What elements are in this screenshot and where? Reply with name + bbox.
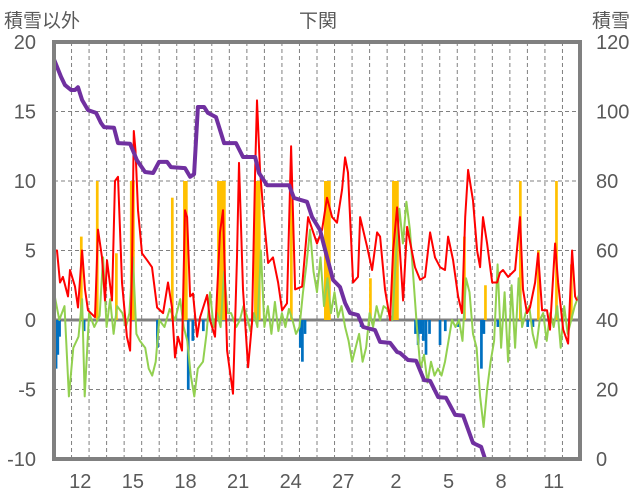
plot-border: [52, 40, 582, 461]
left-axis-title: 積雪以外: [4, 10, 80, 32]
chart-title: 下関: [299, 10, 337, 32]
left-y-tick-label: -5: [18, 380, 36, 402]
blue-bar: [419, 320, 423, 334]
orange-bar: [170, 197, 174, 320]
left-y-tick-label: 5: [25, 241, 36, 263]
orange-bar: [220, 181, 224, 320]
orange-bar: [328, 181, 331, 320]
blue-bar: [58, 320, 61, 337]
right-y-tick-label: 80: [596, 171, 618, 193]
blue-bar: [82, 320, 86, 332]
left-y-tick-label: 10: [14, 171, 36, 193]
right-y-tick-label: 0: [596, 449, 607, 471]
lines: [52, 58, 581, 461]
red-line: [54, 99, 578, 395]
orange-bar: [132, 181, 135, 320]
purple-line-snow-depth: [52, 58, 580, 461]
right-y-tick-label: 120: [596, 32, 629, 54]
blue-bar: [201, 320, 205, 332]
right-y-tick-label: 100: [596, 102, 629, 124]
x-tick-label: 15: [122, 471, 144, 493]
x-tick-label: 8: [496, 471, 507, 493]
blue-bar: [428, 320, 431, 334]
blue-bar: [526, 320, 530, 327]
green-line: [53, 200, 581, 428]
orange-bar: [396, 181, 399, 320]
orange-bar: [218, 181, 222, 320]
blue-bar: [414, 320, 417, 334]
orange-bar: [570, 264, 573, 320]
blue-bar: [480, 320, 483, 369]
orange-bar: [254, 181, 257, 320]
blue-bar: [496, 320, 500, 327]
blue-bar: [424, 320, 428, 355]
orange-bar: [79, 236, 83, 320]
orange-bar: [463, 236, 466, 320]
blue-bar: [422, 320, 425, 341]
blue-bar: [438, 320, 442, 346]
left-y-tick-label: -10: [7, 449, 36, 471]
x-tick-label: 2: [390, 471, 401, 493]
orange-bar: [289, 181, 293, 320]
x-tick-label: 24: [280, 471, 302, 493]
gridlines: [54, 42, 580, 459]
orange-bar: [537, 250, 540, 320]
blue-bar: [457, 320, 460, 327]
blue-bar: [298, 320, 302, 348]
blue-bar: [443, 320, 447, 332]
orange-bar: [257, 181, 261, 320]
left-y-tick-label: 20: [14, 32, 36, 54]
orange-bar: [518, 181, 522, 320]
orange-bar: [184, 181, 188, 320]
left-y-tick-label: 15: [14, 102, 36, 124]
orange-bar: [393, 181, 397, 320]
x-tick-label: 27: [332, 471, 354, 493]
x-tick-label: 18: [174, 471, 196, 493]
x-tick-label: 12: [69, 471, 91, 493]
plot-frame: [52, 40, 582, 461]
tick-labels: 20 15 10 5 0 -5 -10 120 100 80 60 40 20 0 12 15 18 21 24 27…: [7, 32, 629, 493]
blue-bar: [191, 320, 195, 341]
x-tick-label: 21: [227, 471, 249, 493]
right-y-tick-label: 20: [596, 380, 618, 402]
orange-bar: [255, 181, 259, 320]
orange-bar: [115, 253, 118, 320]
blue-bar: [54, 320, 58, 369]
x-tick-label: 11: [543, 471, 564, 493]
orange-bar: [484, 285, 487, 320]
blue-bar: [56, 320, 60, 355]
orange-bar: [369, 278, 372, 320]
right-y-tick-label: 40: [596, 310, 618, 332]
x-tick-label: 5: [443, 471, 454, 493]
right-y-tick-label: 60: [596, 241, 618, 263]
blue-bar: [482, 320, 486, 334]
blue-bar: [531, 320, 535, 327]
right-axis-title: 積雪: [592, 10, 630, 32]
blue-bar: [303, 320, 307, 334]
blue-bar: [301, 320, 304, 362]
left-y-tick-label: 0: [25, 310, 36, 332]
